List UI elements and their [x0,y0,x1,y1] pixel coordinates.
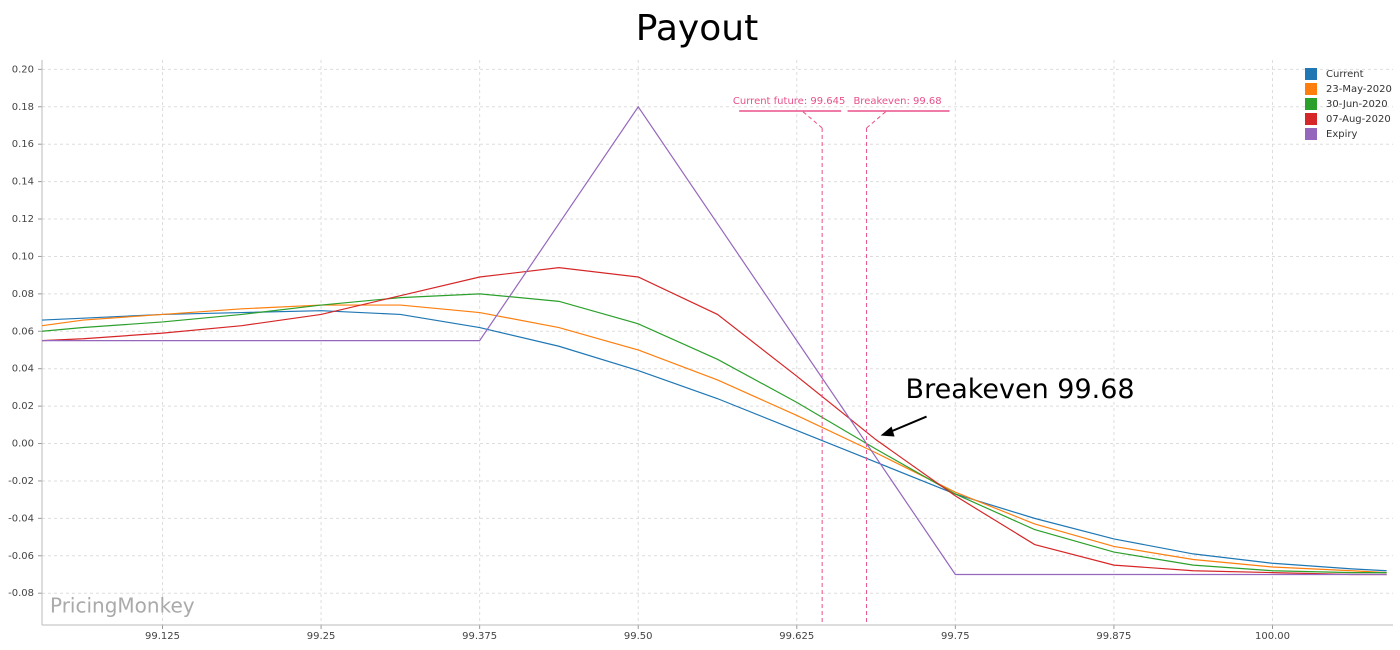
reference-connector [801,110,823,129]
y-tick-label: 0.04 [12,364,34,375]
y-tick-label: 0.10 [12,251,34,262]
reference-connector [866,110,887,129]
legend-swatch [1305,68,1317,80]
y-tick-label: 0.20 [12,64,34,75]
y-tick-label: -0.02 [8,476,34,487]
x-tick-label: 100.00 [1255,631,1290,642]
y-tick-label: -0.08 [8,588,34,599]
y-tick-label: 0.12 [12,214,34,225]
x-tick-label: 99.50 [624,631,653,642]
legend-label: Expiry [1326,129,1357,140]
legend-label: 30-Jun-2020 [1326,99,1388,110]
series-line [41,293,1387,574]
x-tick-label: 99.875 [1096,631,1131,642]
annotation-arrowhead [880,426,895,437]
reference-label: Breakeven: 99.68 [853,96,941,107]
legend-swatch [1305,83,1317,95]
y-tick-label: -0.04 [8,513,34,524]
y-tick-label: 0.00 [12,439,34,450]
legend-label: Current [1326,69,1364,80]
y-tick-label: -0.06 [8,551,34,562]
legend-label: 23-May-2020 [1326,84,1392,95]
reference-label: Current future: 99.645 [733,96,845,107]
y-tick-label: 0.18 [12,102,34,113]
series-line [41,267,1387,576]
y-tick-label: 0.16 [12,139,34,150]
legend-swatch [1305,128,1317,140]
legend-swatch [1305,98,1317,110]
series-line [42,105,1387,576]
x-tick-label: 99.25 [307,631,336,642]
legend-swatch [1305,113,1317,125]
series-line [41,310,1387,572]
chart-title: Payout [636,8,758,49]
x-tick-label: 99.375 [462,631,497,642]
annotation: Breakeven 99.68 [906,374,1135,405]
y-tick-label: 0.14 [12,177,34,188]
watermark: PricingMonkey [50,594,195,618]
legend-label: 07-Aug-2020 [1326,114,1391,125]
y-tick-label: 0.06 [12,326,34,337]
y-tick-label: 0.02 [12,401,34,412]
x-tick-label: 99.125 [145,631,180,642]
y-tick-label: 0.08 [12,289,34,300]
annotation-arrow [888,415,927,434]
x-tick-label: 99.75 [941,631,970,642]
series-line [41,304,1387,574]
x-tick-label: 99.625 [779,631,814,642]
